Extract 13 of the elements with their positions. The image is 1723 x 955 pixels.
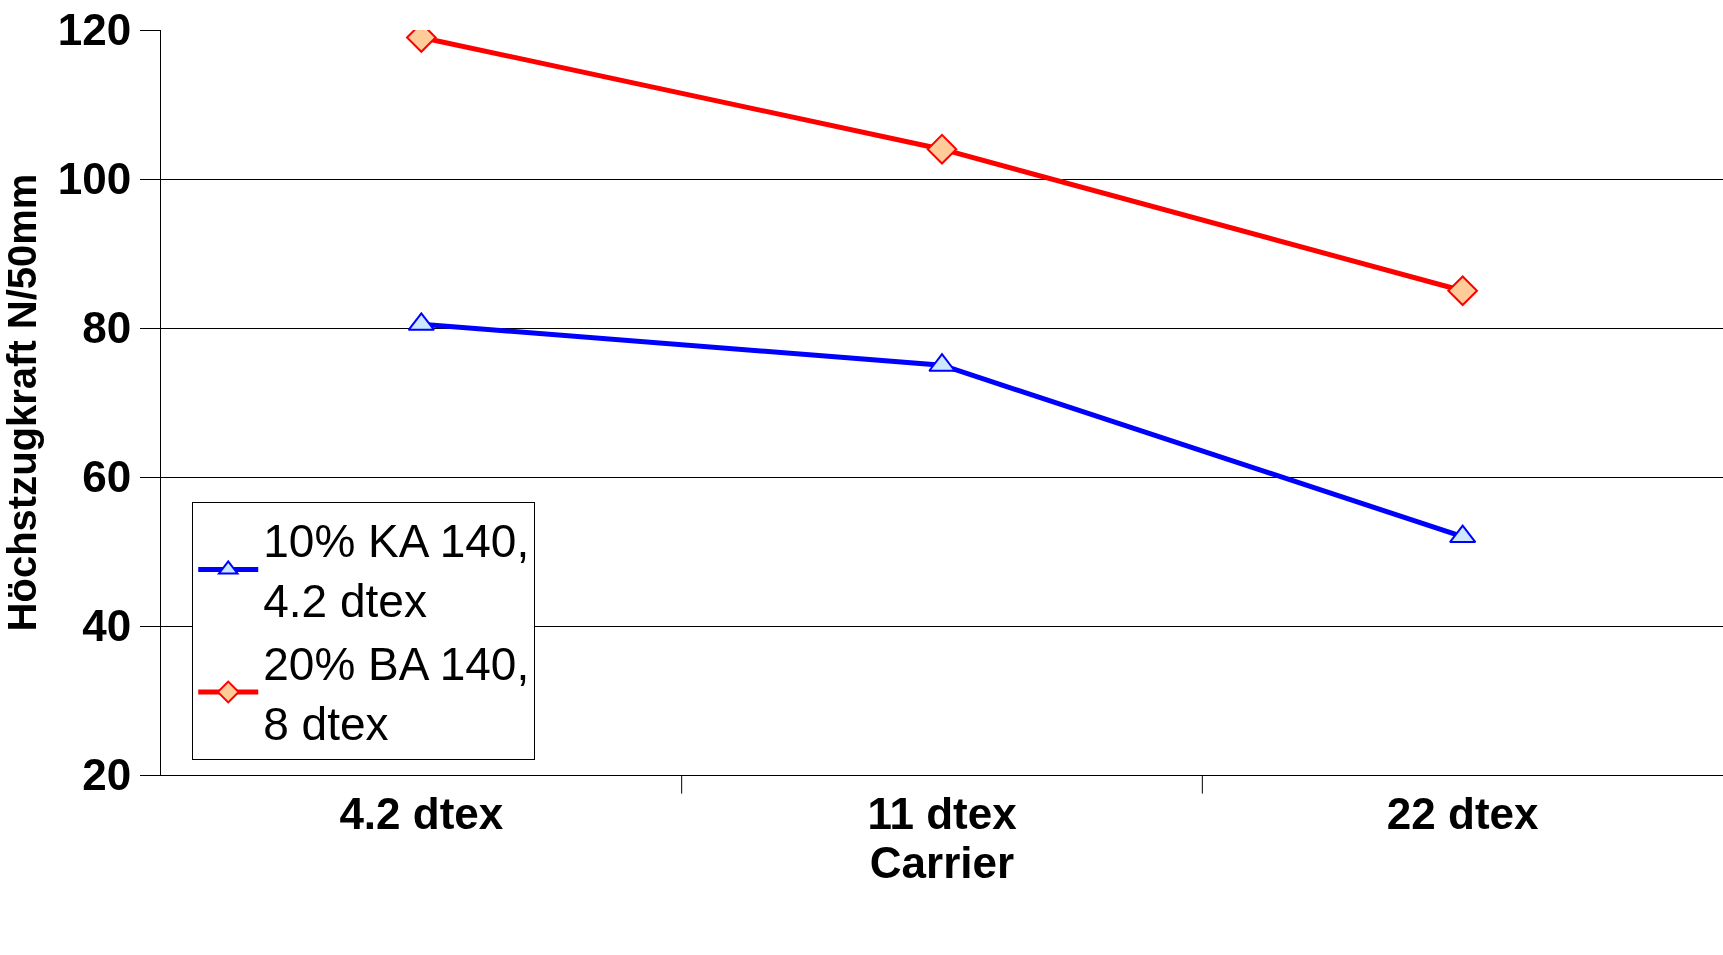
y-tick-label: 20 xyxy=(82,750,132,800)
y-axis-title: Höchstzugkraft N/50mm xyxy=(0,173,44,632)
y-tick-label: 40 xyxy=(82,601,132,651)
x-tick-label: 22 dtex xyxy=(1386,788,1540,838)
x-tick-label: 4.2 dtex xyxy=(339,788,504,838)
legend-label: 10% KA 140, 4.2 dtex xyxy=(263,515,530,628)
legend-label: 20% BA 140, 8 dtex xyxy=(263,638,530,750)
x-axis-title: Carrier xyxy=(869,838,1015,888)
y-tick-label: 120 xyxy=(57,5,132,55)
y-tick-label: 60 xyxy=(82,452,132,502)
x-tick-label: 11 dtex xyxy=(867,788,1018,838)
y-tick-label: 80 xyxy=(82,303,132,353)
y-tick-label: 100 xyxy=(57,154,132,204)
